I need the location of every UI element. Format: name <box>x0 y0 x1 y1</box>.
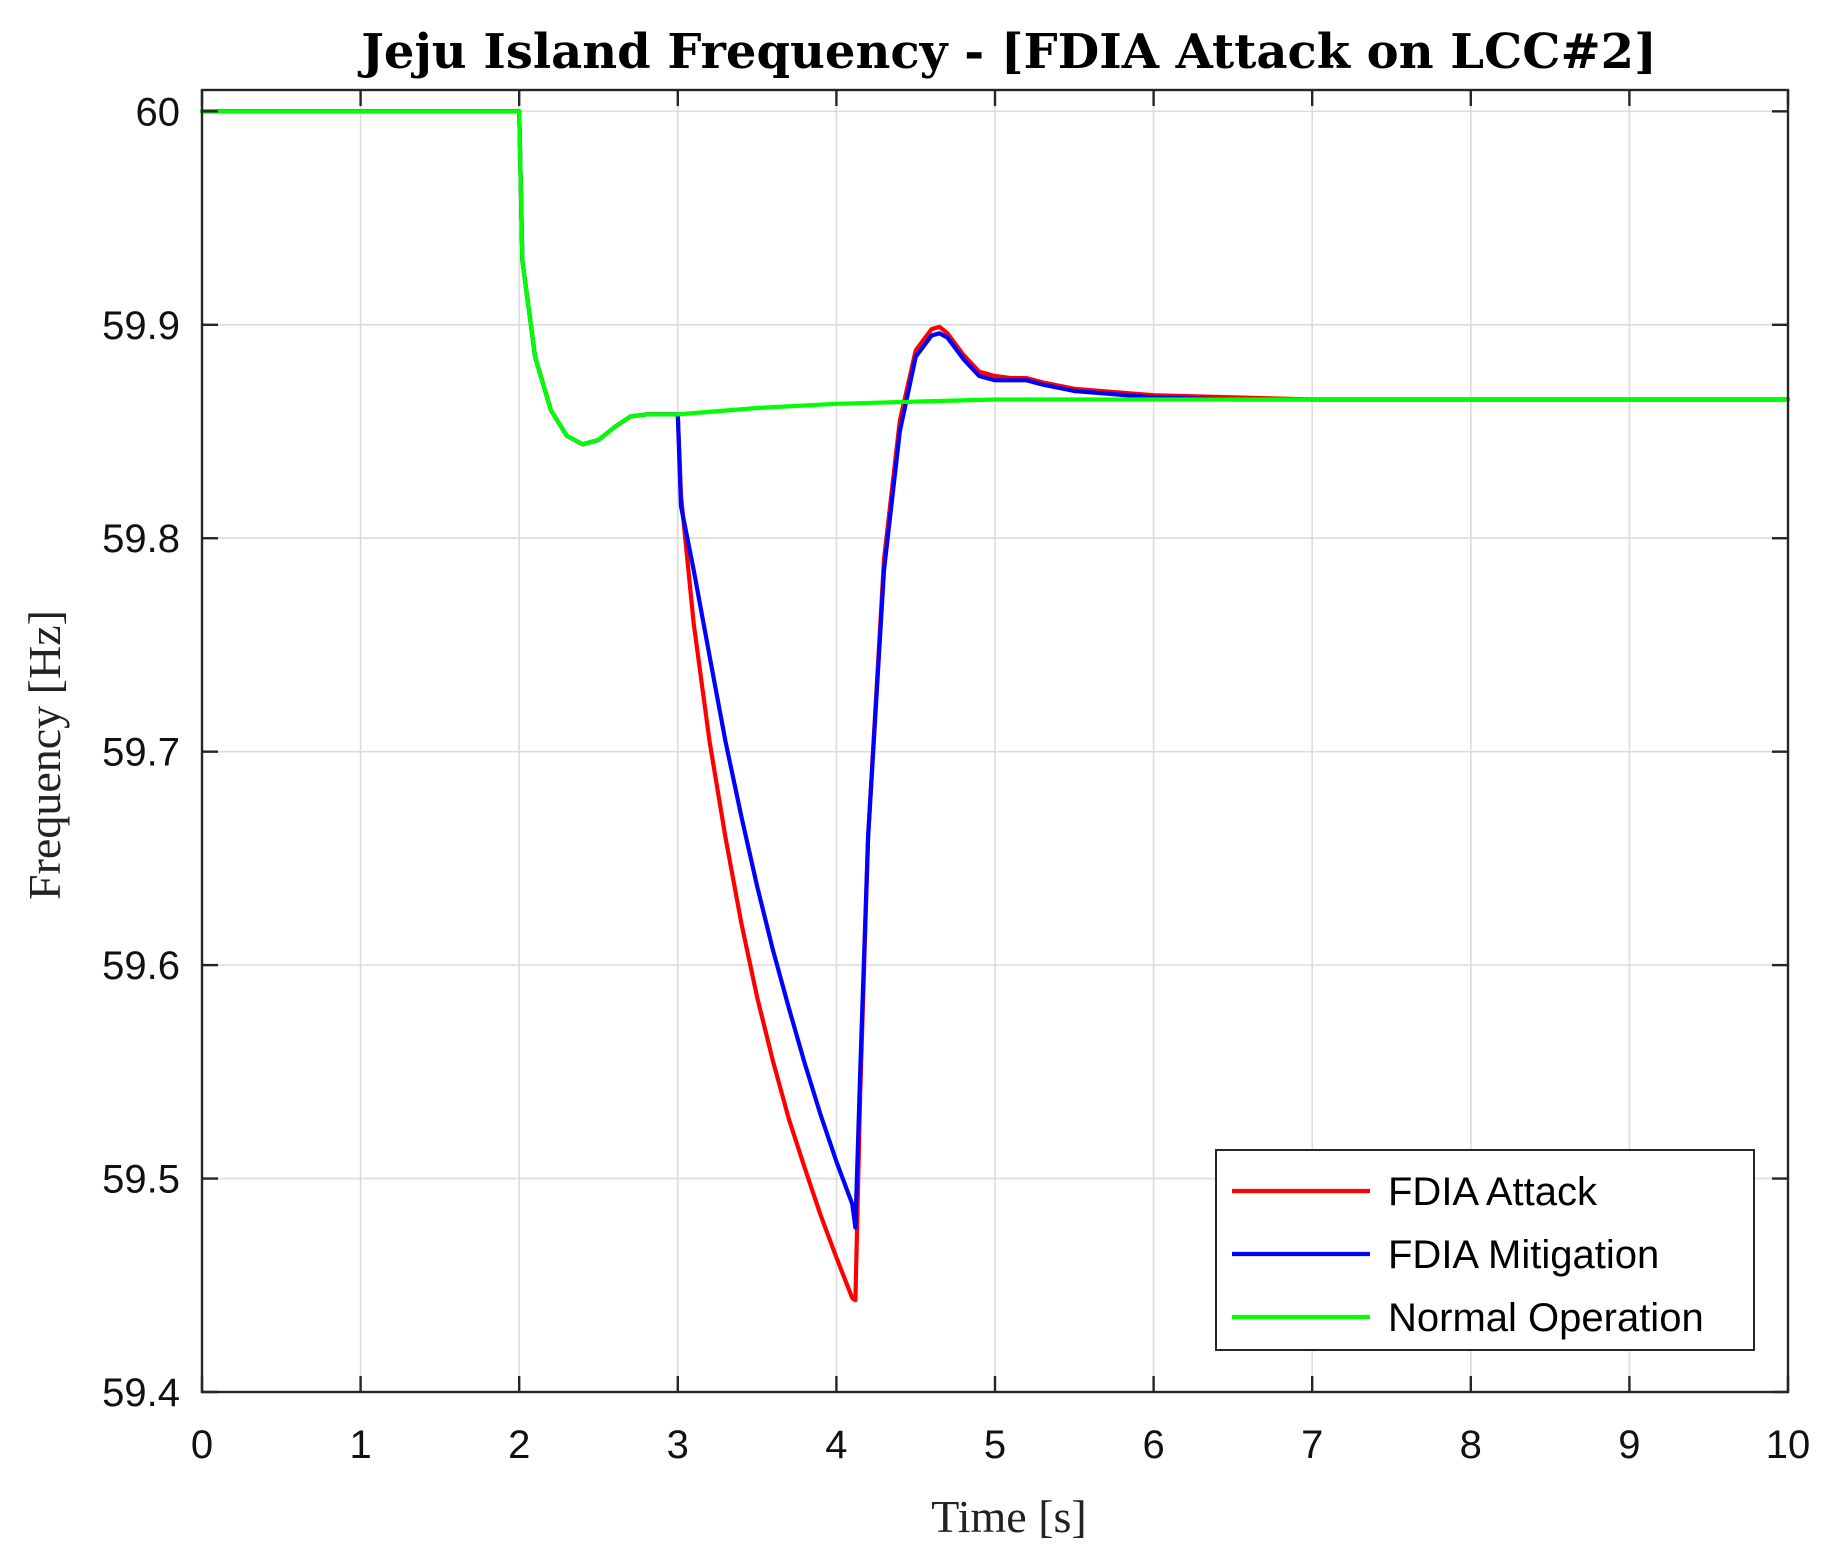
legend-label: FDIA Attack <box>1388 1170 1598 1214</box>
y-tick-label: 59.9 <box>102 304 180 348</box>
x-tick-label: 4 <box>825 1423 847 1467</box>
y-tick-label: 59.5 <box>102 1158 180 1202</box>
x-tick-label: 3 <box>667 1423 689 1467</box>
x-tick-label: 10 <box>1766 1423 1811 1467</box>
x-tick-label: 7 <box>1301 1423 1323 1467</box>
legend: FDIA Attack FDIA Mitigation Normal Operati… <box>1215 1149 1755 1351</box>
x-tick-labels: 0 1 2 3 4 5 6 7 8 9 10 <box>191 1423 1810 1467</box>
tick-marks <box>200 90 1790 1394</box>
y-tick-label: 59.4 <box>102 1371 180 1415</box>
y-tick-label: 60 <box>136 90 181 134</box>
x-tick-label: 5 <box>984 1423 1006 1467</box>
series-lines <box>199 109 1791 1303</box>
x-tick-label: 6 <box>1142 1423 1164 1467</box>
x-axis-label: Time [s] <box>931 1491 1087 1542</box>
y-tick-label: 59.6 <box>102 944 180 988</box>
y-tick-label: 59.7 <box>102 731 180 775</box>
x-tick-label: 2 <box>508 1423 530 1467</box>
y-tick-label: 59.8 <box>102 517 180 561</box>
y-axis-label: Frequency [Hz] <box>19 610 70 900</box>
legend-label: FDIA Mitigation <box>1388 1233 1659 1277</box>
legend-label: Normal Operation <box>1388 1296 1704 1340</box>
chart-title: Jeju Island Frequency - [FDIA Attack on … <box>357 24 1657 80</box>
series-line-normal-operation <box>199 109 1791 447</box>
x-tick-label: 1 <box>349 1423 371 1467</box>
x-tick-label: 9 <box>1618 1423 1640 1467</box>
x-tick-label: 8 <box>1460 1423 1482 1467</box>
y-tick-labels: 59.4 59.5 59.6 59.7 59.8 59.9 60 <box>102 90 180 1415</box>
x-tick-label: 0 <box>191 1423 213 1467</box>
